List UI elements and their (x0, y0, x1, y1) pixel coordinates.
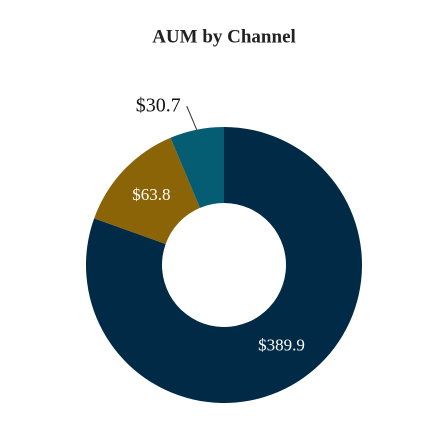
data-label: $63.8 (132, 185, 170, 204)
data-label: $389.9 (258, 336, 305, 355)
donut-slice (85, 127, 362, 403)
donut-slice (170, 127, 224, 208)
data-label: $30.7 (136, 95, 181, 117)
leader-line (186, 105, 198, 130)
chart-title: AUM by Channel (152, 26, 296, 47)
donut-slice (94, 137, 200, 245)
